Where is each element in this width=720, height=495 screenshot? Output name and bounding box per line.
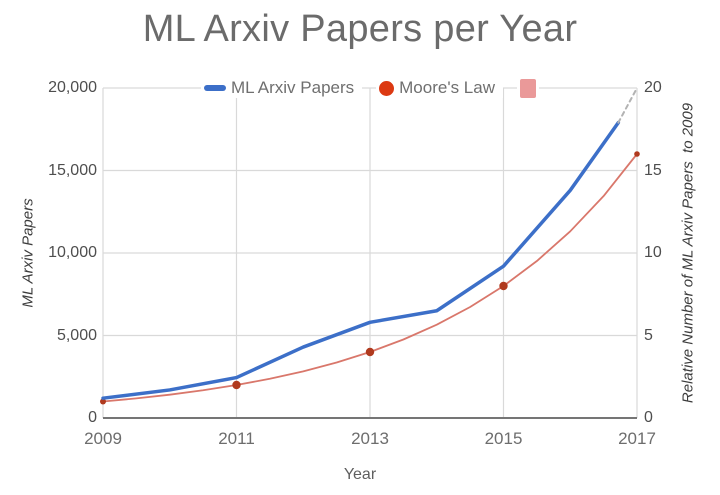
legend-label: Moore's Law (394, 78, 500, 98)
data-point-moores-law (634, 151, 640, 157)
pink-square-icon (519, 78, 536, 98)
y-tick-label-right: 15 (644, 161, 662, 179)
x-tick-label: 2009 (84, 429, 122, 448)
red-dot-icon (379, 80, 395, 96)
series-ml-projection (617, 87, 638, 124)
y-axis-right-ticks: 0 5 10 15 20 (644, 0, 690, 495)
x-tick-label: 2011 (218, 429, 255, 448)
y-tick-label-left: 5,000 (56, 326, 97, 344)
chart-title: ML Arxiv Papers per Year (142, 8, 578, 50)
x-tick-label: 2015 (484, 429, 523, 448)
data-point-moores-law (232, 380, 241, 390)
y-tick-label-left: 10,000 (48, 244, 97, 261)
y-tick-label-right: 10 (644, 244, 662, 261)
blue-dash-icon (204, 85, 226, 91)
legend-item-pink-square (516, 78, 539, 98)
legend-item-ml-arxiv-papers: ML Arxiv Papers (201, 78, 363, 98)
x-tick-label: 2017 (618, 429, 656, 448)
data-point-moores-law (499, 281, 508, 291)
data-point-moores-law (365, 347, 375, 357)
legend-item-moore-s-law: Moore's Law (376, 78, 503, 98)
y-tick-label-left: 20,000 (48, 79, 97, 96)
series-ml-arxiv-papers (101, 120, 621, 400)
y-axis-left-ticks: 0 5,000 10,000 15,000 20,000 (0, 0, 97, 495)
legend: ML Arxiv Papers Moore's Law (103, 76, 637, 100)
y-tick-label-right: 0 (644, 409, 653, 426)
legend-label: ML Arxiv Papers (226, 78, 360, 98)
y-tick-label-right: 5 (644, 326, 653, 344)
y-tick-label-right: 20 (644, 79, 662, 96)
x-tick-label: 2013 (351, 429, 389, 448)
x-axis-title: Year (343, 466, 377, 483)
y-tick-label-left: 0 (88, 409, 97, 426)
y-tick-label-left: 15,000 (48, 161, 97, 179)
data-point-moores-law (100, 398, 106, 405)
x-axis-ticks: 2009 2011 2013 2015 2017 (0, 429, 720, 451)
